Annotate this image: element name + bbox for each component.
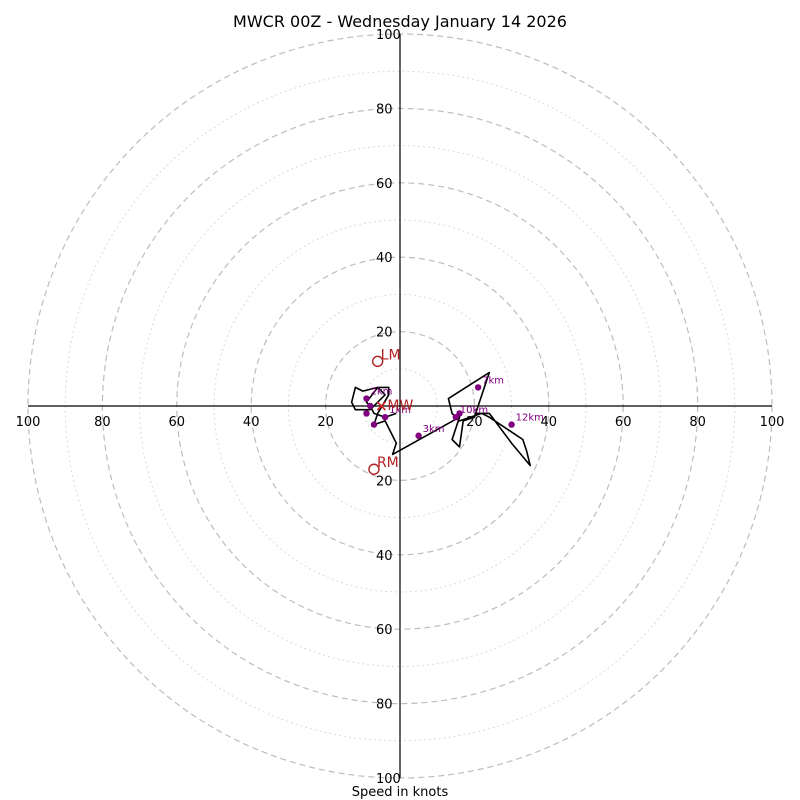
mean-wind-marker xyxy=(376,401,386,411)
height-point xyxy=(415,432,422,439)
chart-title: MWCR 00Z - Wednesday January 14 2026 xyxy=(233,12,567,31)
storm-label-lm: LM xyxy=(381,347,401,363)
height-label: 10km xyxy=(460,405,488,416)
y-tick-label: 20 xyxy=(376,474,393,489)
tick-labels: 100 80 60 40 20 20 40 60 80 100100806040202040608… xyxy=(16,28,785,787)
axes xyxy=(28,34,772,778)
height-point xyxy=(363,410,370,417)
hodograph-trace xyxy=(350,371,532,467)
y-tick-label: 20 xyxy=(376,326,393,341)
height-point xyxy=(363,395,370,402)
height-label: 7km xyxy=(482,375,504,386)
x-tick-label: 80 xyxy=(689,415,706,430)
height-label: 1km xyxy=(389,405,411,416)
height-point xyxy=(456,410,463,417)
y-tick-label: 60 xyxy=(376,623,393,638)
height-label: 12km xyxy=(516,413,544,424)
x-tick-label: 80 xyxy=(94,415,111,430)
y-tick-label: 60 xyxy=(376,177,393,192)
x-tick-label: 60 xyxy=(169,415,186,430)
storm-label-rm: RM xyxy=(377,455,399,471)
height-point xyxy=(508,421,515,428)
height-point xyxy=(381,413,389,421)
x-tick-label: 20 xyxy=(317,415,334,430)
height-point xyxy=(474,384,482,391)
y-tick-label: 80 xyxy=(376,102,393,117)
x-tick-label: 40 xyxy=(243,415,260,430)
height-point xyxy=(367,402,374,410)
x-tick-label: 100 xyxy=(760,415,785,430)
x-tick-label: 40 xyxy=(541,415,558,430)
storm-marker-rm xyxy=(368,463,380,475)
x-tick-label: 100 xyxy=(16,415,41,430)
height-label: 3km xyxy=(423,424,445,435)
x-tick-label: 60 xyxy=(615,415,632,430)
height-point xyxy=(370,421,378,428)
y-tick-label: 40 xyxy=(376,549,393,564)
height-label: 2km xyxy=(371,387,393,398)
y-tick-label: 40 xyxy=(376,251,393,266)
y-tick-label: 80 xyxy=(376,698,393,713)
storm-motion-layer: LM RM MW xyxy=(368,347,413,475)
storm-label-mw: MW xyxy=(387,398,413,414)
y-tick-label: 100 xyxy=(376,772,401,787)
x-axis-label: Speed in knots xyxy=(352,785,449,800)
hodograph-trace-layer xyxy=(350,371,532,467)
y-tick-label: 100 xyxy=(376,28,401,43)
storm-marker-lm xyxy=(371,355,384,368)
height-points-layer: 1km 3km 7km 10km 12km 2km xyxy=(363,375,544,439)
